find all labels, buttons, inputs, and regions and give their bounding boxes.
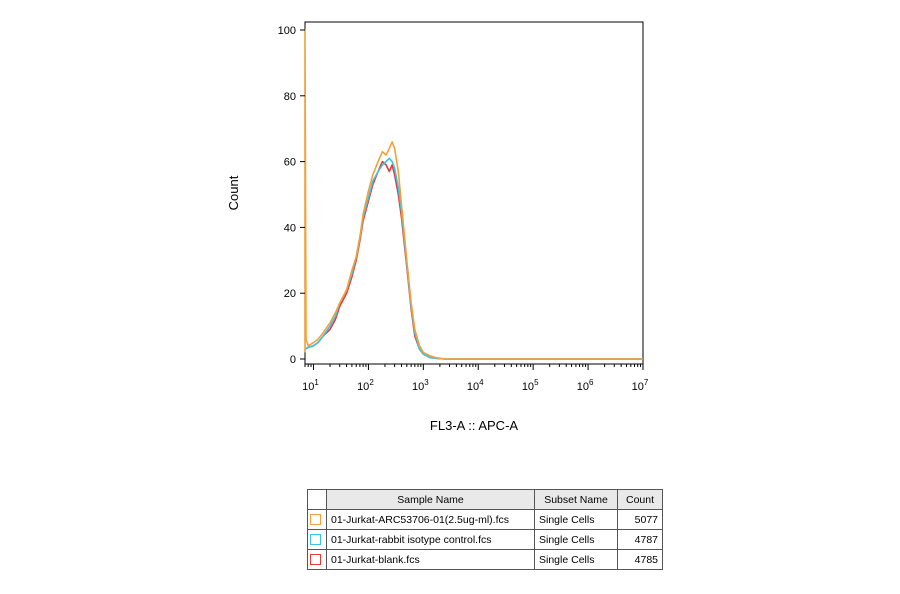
x-tick-label: 106 bbox=[577, 378, 594, 393]
y-tick-label: 100 bbox=[278, 25, 296, 37]
sample-name-cell: 01-Jurkat-ARC53706-01(2.5ug-ml).fcs bbox=[326, 509, 535, 530]
plot-frame bbox=[304, 21, 644, 365]
x-tick-label: 102 bbox=[357, 378, 374, 393]
sample-legend-table: Sample Name Subset Name Count 01-Jurkat-… bbox=[307, 489, 663, 570]
legend-header-row: Sample Name Subset Name Count bbox=[307, 489, 663, 510]
sample-name-header: Sample Name bbox=[326, 489, 535, 510]
cyan-square-icon bbox=[310, 534, 321, 546]
legend-row: 01-Jurkat-ARC53706-01(2.5ug-ml).fcs Sing… bbox=[307, 509, 663, 530]
orange-square-icon bbox=[310, 514, 321, 526]
x-axis-label: FL3-A :: APC-A bbox=[430, 418, 518, 433]
x-tick-label: 105 bbox=[522, 378, 539, 393]
y-axis-label: Count bbox=[226, 175, 241, 210]
subset-name-cell: Single Cells bbox=[534, 529, 618, 550]
legend-row: 01-Jurkat-blank.fcs Single Cells 4785 bbox=[307, 549, 663, 570]
count-cell: 5077 bbox=[617, 509, 663, 530]
y-tick-label: 20 bbox=[284, 288, 296, 300]
x-tick-label: 104 bbox=[467, 378, 484, 393]
sample-name-cell: 01-Jurkat-rabbit isotype control.fcs bbox=[326, 529, 535, 550]
subset-name-header: Subset Name bbox=[534, 489, 618, 510]
series-layer bbox=[304, 29, 643, 360]
count-cell: 4787 bbox=[617, 529, 663, 550]
legend-row: 01-Jurkat-rabbit isotype control.fcs Sin… bbox=[307, 529, 663, 550]
y-tick-label: 0 bbox=[290, 354, 296, 366]
y-tick-label: 60 bbox=[284, 157, 296, 169]
x-tick-label: 101 bbox=[302, 378, 319, 393]
histogram-chart: 0 20 40 60 80 100 101 102 103 104 105 106 107 Count… bbox=[226, 21, 649, 433]
x-tick-label: 107 bbox=[632, 378, 649, 393]
y-tick-label: 80 bbox=[284, 91, 296, 103]
count-header: Count bbox=[617, 489, 663, 510]
legend-swatch-header bbox=[307, 489, 327, 510]
series-line bbox=[304, 29, 643, 360]
sample-name-cell: 01-Jurkat-blank.fcs bbox=[326, 549, 535, 570]
red-square-icon bbox=[310, 554, 321, 566]
subset-name-cell: Single Cells bbox=[534, 509, 618, 530]
y-tick-label: 40 bbox=[284, 222, 296, 234]
x-axis: 101 102 103 104 105 106 107 bbox=[302, 364, 649, 393]
subset-name-cell: Single Cells bbox=[534, 549, 618, 570]
x-tick-label: 103 bbox=[412, 378, 429, 393]
y-axis: 0 20 40 60 80 100 bbox=[278, 25, 305, 366]
count-cell: 4785 bbox=[617, 549, 663, 570]
